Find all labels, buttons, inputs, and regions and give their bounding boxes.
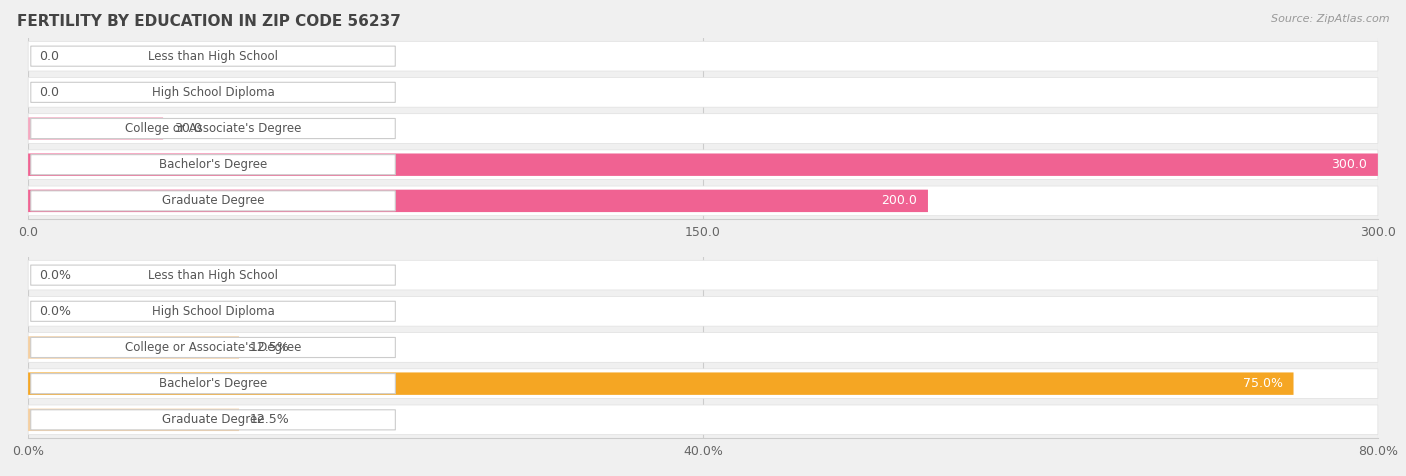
FancyBboxPatch shape — [28, 369, 1378, 398]
FancyBboxPatch shape — [31, 410, 395, 430]
FancyBboxPatch shape — [31, 46, 395, 66]
Text: Bachelor's Degree: Bachelor's Degree — [159, 377, 267, 390]
Text: High School Diploma: High School Diploma — [152, 305, 274, 318]
Text: 0.0: 0.0 — [39, 50, 59, 63]
Text: Graduate Degree: Graduate Degree — [162, 194, 264, 208]
FancyBboxPatch shape — [28, 41, 1378, 71]
Text: 200.0: 200.0 — [882, 194, 917, 208]
FancyBboxPatch shape — [31, 155, 395, 175]
FancyBboxPatch shape — [28, 186, 1378, 216]
Text: 0.0%: 0.0% — [39, 268, 70, 282]
FancyBboxPatch shape — [28, 333, 1378, 362]
FancyBboxPatch shape — [31, 265, 395, 285]
FancyBboxPatch shape — [28, 336, 239, 359]
FancyBboxPatch shape — [28, 408, 239, 431]
Text: College or Associate's Degree: College or Associate's Degree — [125, 341, 301, 354]
Text: 0.0: 0.0 — [39, 86, 59, 99]
Text: College or Associate's Degree: College or Associate's Degree — [125, 122, 301, 135]
FancyBboxPatch shape — [28, 372, 1294, 395]
Text: Source: ZipAtlas.com: Source: ZipAtlas.com — [1271, 14, 1389, 24]
FancyBboxPatch shape — [28, 189, 928, 212]
FancyBboxPatch shape — [31, 301, 395, 321]
FancyBboxPatch shape — [31, 374, 395, 394]
Text: Bachelor's Degree: Bachelor's Degree — [159, 158, 267, 171]
FancyBboxPatch shape — [28, 150, 1378, 179]
FancyBboxPatch shape — [31, 191, 395, 211]
Text: 75.0%: 75.0% — [1243, 377, 1282, 390]
Text: 0.0%: 0.0% — [39, 305, 70, 318]
Text: 12.5%: 12.5% — [250, 413, 290, 426]
FancyBboxPatch shape — [28, 405, 1378, 435]
Text: High School Diploma: High School Diploma — [152, 86, 274, 99]
FancyBboxPatch shape — [31, 82, 395, 102]
FancyBboxPatch shape — [28, 78, 1378, 107]
FancyBboxPatch shape — [28, 114, 1378, 143]
Text: 12.5%: 12.5% — [250, 341, 290, 354]
FancyBboxPatch shape — [28, 297, 1378, 326]
FancyBboxPatch shape — [28, 153, 1378, 176]
Text: Less than High School: Less than High School — [148, 268, 278, 282]
Text: 300.0: 300.0 — [1331, 158, 1367, 171]
FancyBboxPatch shape — [28, 260, 1378, 290]
FancyBboxPatch shape — [31, 119, 395, 139]
Text: FERTILITY BY EDUCATION IN ZIP CODE 56237: FERTILITY BY EDUCATION IN ZIP CODE 56237 — [17, 14, 401, 30]
FancyBboxPatch shape — [31, 337, 395, 357]
Text: Graduate Degree: Graduate Degree — [162, 413, 264, 426]
FancyBboxPatch shape — [28, 117, 163, 140]
Text: Less than High School: Less than High School — [148, 50, 278, 63]
Text: 30.0: 30.0 — [174, 122, 202, 135]
